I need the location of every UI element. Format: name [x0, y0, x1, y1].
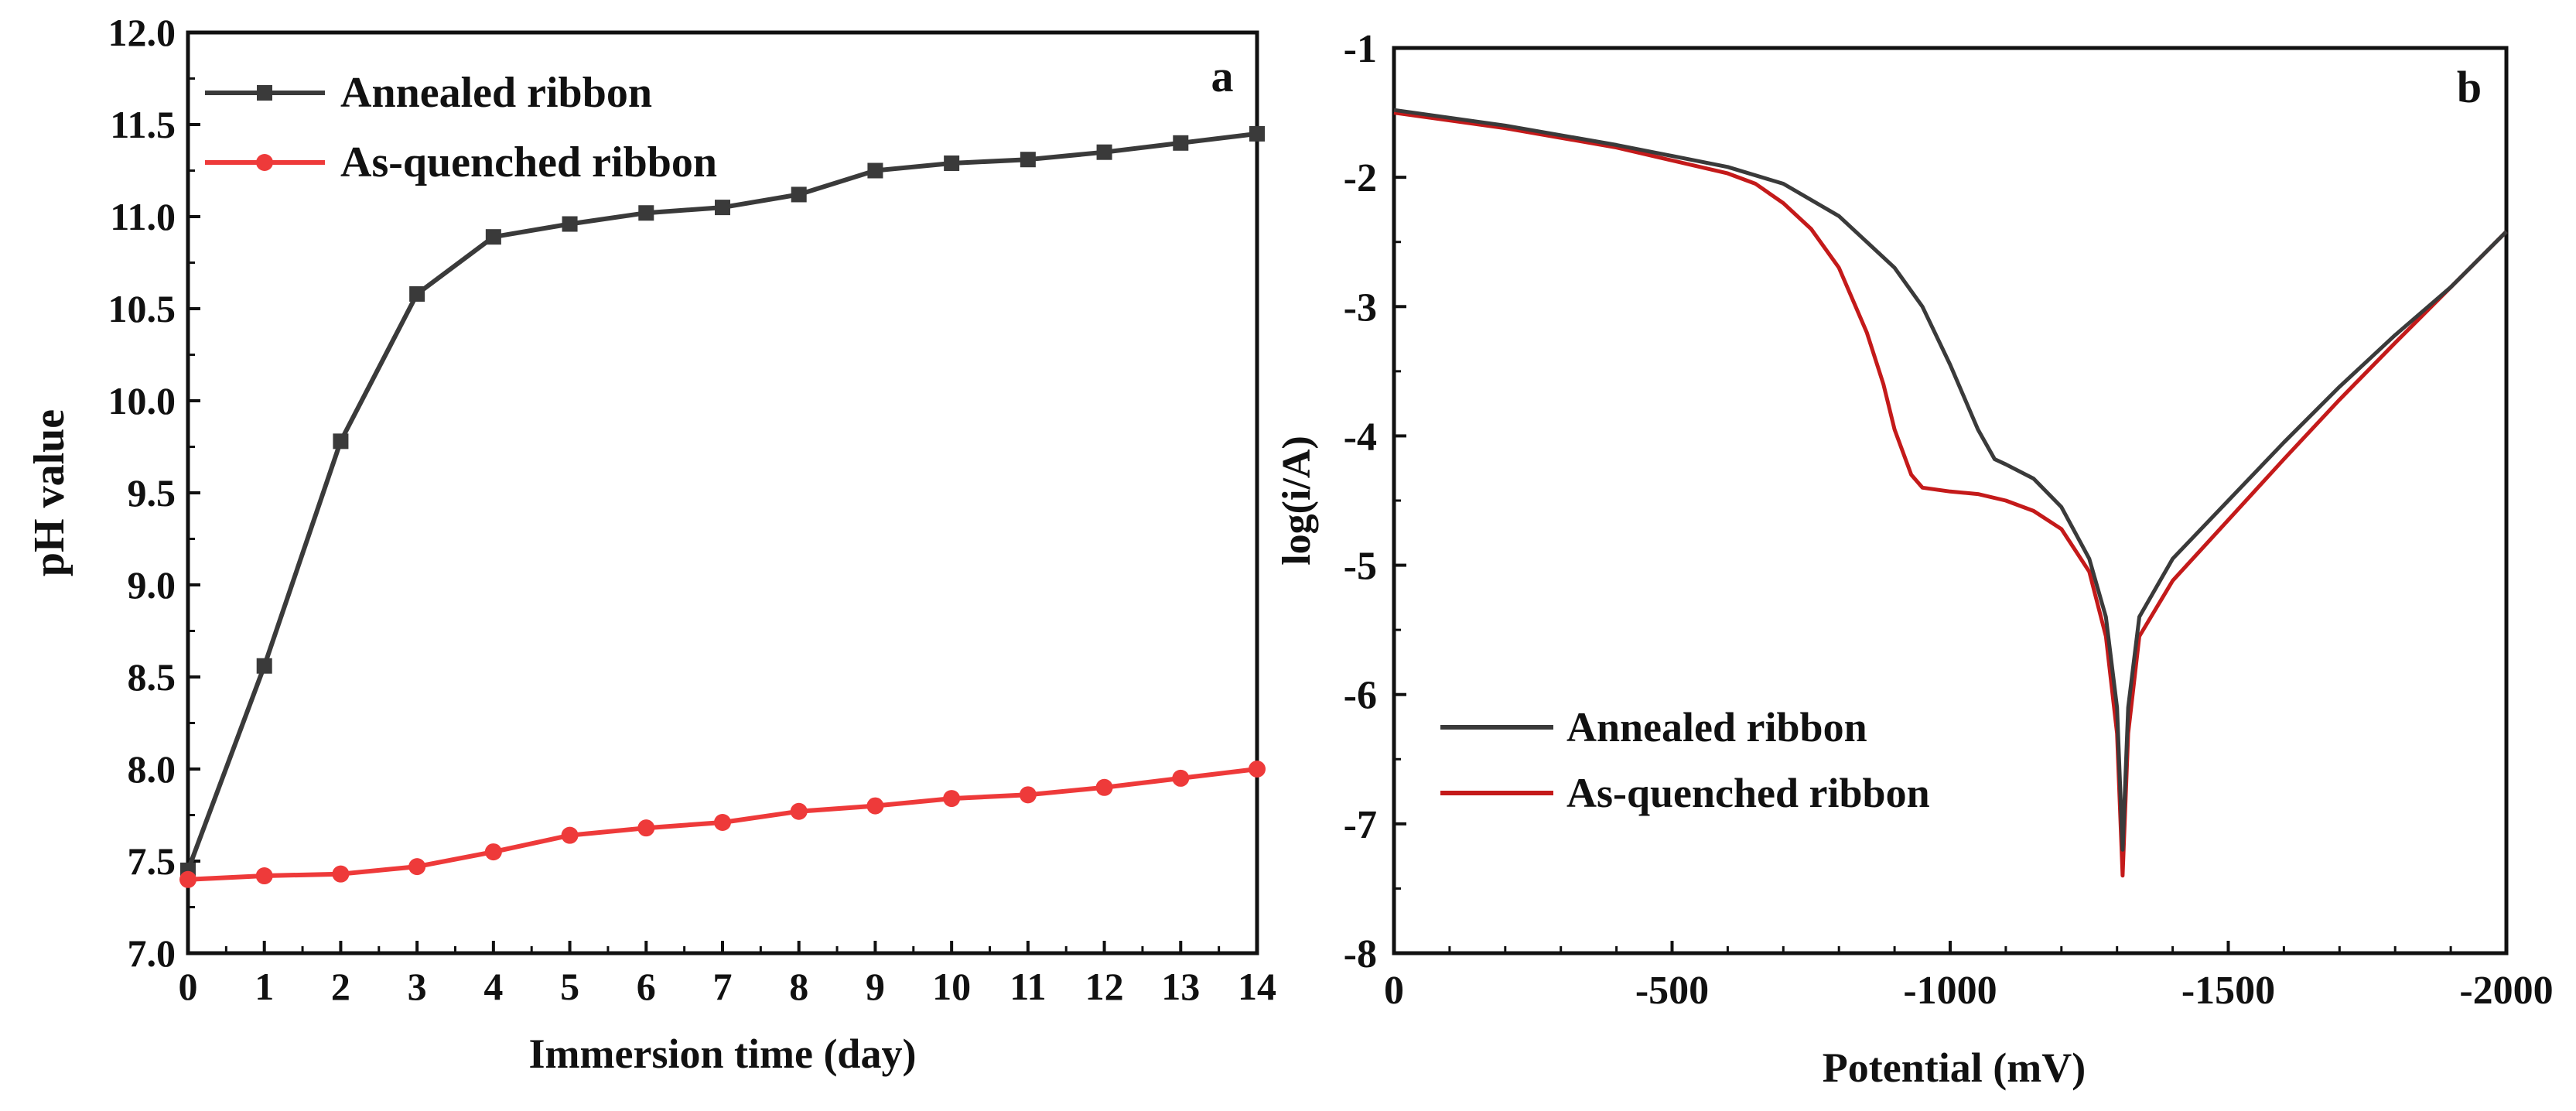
panel-a-x-axis-title: Immersion time (day) — [529, 1031, 917, 1077]
panel-b-chart: 0 -500 -1000 -1500 -2000 -1 -2 -3 -4 -5 -6 -7 -8 Pote… — [1275, 27, 2554, 1091]
panel-b-x-tick-label: -1500 — [2181, 969, 2275, 1013]
panel-a-point-as-quenched — [561, 826, 579, 844]
panel-a-x-tick-label: 9 — [866, 965, 885, 1008]
panel-a-point-as-quenched — [484, 843, 502, 861]
panel-b-y-axis-title: log(i/A) — [1275, 436, 1319, 566]
panel-a-y-tick-label: 12.0 — [108, 11, 176, 54]
panel-a-x-tick-label: 11 — [1010, 965, 1046, 1008]
panel-a-point-as-quenched — [1019, 786, 1037, 804]
panel-a-point-annealed — [715, 200, 730, 216]
panel-a-y-tick-label: 11.0 — [110, 195, 176, 238]
panel-a-point-annealed — [1020, 152, 1036, 168]
panel-a-point-as-quenched — [790, 802, 808, 820]
panel-a-x-tick-label: 10 — [932, 965, 971, 1008]
panel-b-y-tick-label: -3 — [1344, 285, 1377, 330]
panel-a-y-tick-label: 9.5 — [128, 471, 176, 514]
panel-a-x-tick-label: 5 — [560, 965, 579, 1008]
panel-b-legend-label: As-quenched ribbon — [1566, 770, 1930, 816]
panel-a-point-as-quenched — [866, 797, 884, 815]
panel-b-series-line-as-quenched — [1393, 111, 2508, 878]
panel-a-x-tick-label: 14 — [1238, 965, 1276, 1008]
panel-a-x-tick-label: 3 — [408, 965, 427, 1008]
panel-a-y-tick-label: 11.5 — [110, 103, 176, 146]
panel-a-y-tick-label: 7.0 — [128, 932, 176, 975]
panel-a-point-as-quenched — [714, 814, 731, 832]
panel-a-point-annealed — [333, 433, 349, 450]
panel-a-point-as-quenched — [255, 867, 273, 885]
panel-a-y-tick-label: 10.0 — [108, 379, 176, 422]
panel-a-point-annealed — [791, 186, 807, 203]
panel-a-point-as-quenched — [1172, 769, 1190, 787]
panel-a-point-annealed — [867, 162, 883, 179]
panel-b-legend-label: Annealed ribbon — [1566, 704, 1867, 750]
panel-a-x-tick-label: 1 — [255, 965, 274, 1008]
panel-b-x-axis-title: Potential (mV) — [1823, 1044, 2086, 1091]
panel-a-legend-marker — [256, 154, 273, 171]
panel-a-series-line-annealed — [186, 131, 1258, 871]
panel-a-x-tick-label: 2 — [331, 965, 350, 1008]
panel-a-point-annealed — [1173, 135, 1189, 151]
panel-b-x-tick-label: -1000 — [1903, 969, 1997, 1013]
panel-a-legend-label: Annealed ribbon — [340, 69, 652, 117]
panel-a-point-as-quenched — [179, 870, 196, 888]
panel-a-point-as-quenched — [1095, 778, 1113, 796]
panel-b-x-tick-label: -2000 — [2459, 969, 2553, 1013]
panel-a-y-tick-label: 8.0 — [128, 747, 176, 791]
panel-b-y-tick-label: -7 — [1344, 803, 1377, 847]
panel-a-y-axis-title: pH value — [26, 409, 73, 576]
panel-a-point-as-quenched — [408, 858, 426, 876]
panel-a-point-as-quenched — [943, 790, 961, 808]
panel-a-x-tick-label: 13 — [1161, 965, 1200, 1008]
panel-a-letter: a — [1211, 51, 1234, 101]
panel-a-y-tick-label: 8.5 — [128, 655, 176, 699]
panel-a-x-tick-label: 12 — [1085, 965, 1124, 1008]
panel-a-y-tick-label: 10.5 — [108, 287, 176, 330]
panel-b-plot-frame — [1392, 46, 2509, 955]
panel-a-y-tick-label: 7.5 — [128, 839, 176, 883]
panel-b-letter: b — [2457, 62, 2482, 112]
panel-a-legend-marker — [257, 85, 272, 101]
panel-b-y-tick-label: -1 — [1344, 27, 1377, 71]
panel-a-point-as-quenched — [1249, 761, 1266, 778]
panel-a-point-annealed — [1249, 125, 1265, 142]
panel-a-point-annealed — [409, 285, 425, 302]
panel-a-chart: 0 1 2 3 4 5 6 7 8 9 10 11 12 13 147.07.58.08.59.09.510… — [26, 11, 1276, 1077]
panel-b-y-tick-label: -2 — [1344, 156, 1377, 200]
panel-a-x-tick-label: 7 — [713, 965, 733, 1008]
panel-b-y-tick-label: -8 — [1344, 932, 1377, 976]
panel-a-legend-label: As-quenched ribbon — [340, 138, 717, 186]
panel-b-y-tick-label: -5 — [1344, 545, 1377, 589]
panel-a-x-tick-label: 8 — [789, 965, 808, 1008]
panel-a-y-tick-label: 9.0 — [128, 563, 176, 607]
panel-a-x-tick-label: 4 — [483, 965, 503, 1008]
panel-b-x-tick-label: -500 — [1635, 969, 1709, 1013]
panel-a-x-tick-label: 0 — [179, 965, 198, 1008]
panel-b-y-tick-label: -4 — [1344, 415, 1377, 459]
panel-b-y-tick-label: -6 — [1344, 674, 1377, 718]
panel-a-point-as-quenched — [637, 819, 655, 837]
panel-a-point-annealed — [944, 155, 960, 171]
panel-b-series-line-annealed — [1393, 108, 2508, 852]
panel-a-point-annealed — [485, 229, 501, 245]
panel-a-point-as-quenched — [332, 865, 350, 883]
panel-a-point-annealed — [638, 205, 654, 221]
panel-a-x-tick-label: 6 — [637, 965, 656, 1008]
panel-a-point-annealed — [256, 658, 272, 674]
panel-a-point-annealed — [1096, 144, 1112, 160]
panel-a-point-annealed — [562, 216, 578, 232]
panel-b-x-tick-label: 0 — [1384, 969, 1404, 1013]
